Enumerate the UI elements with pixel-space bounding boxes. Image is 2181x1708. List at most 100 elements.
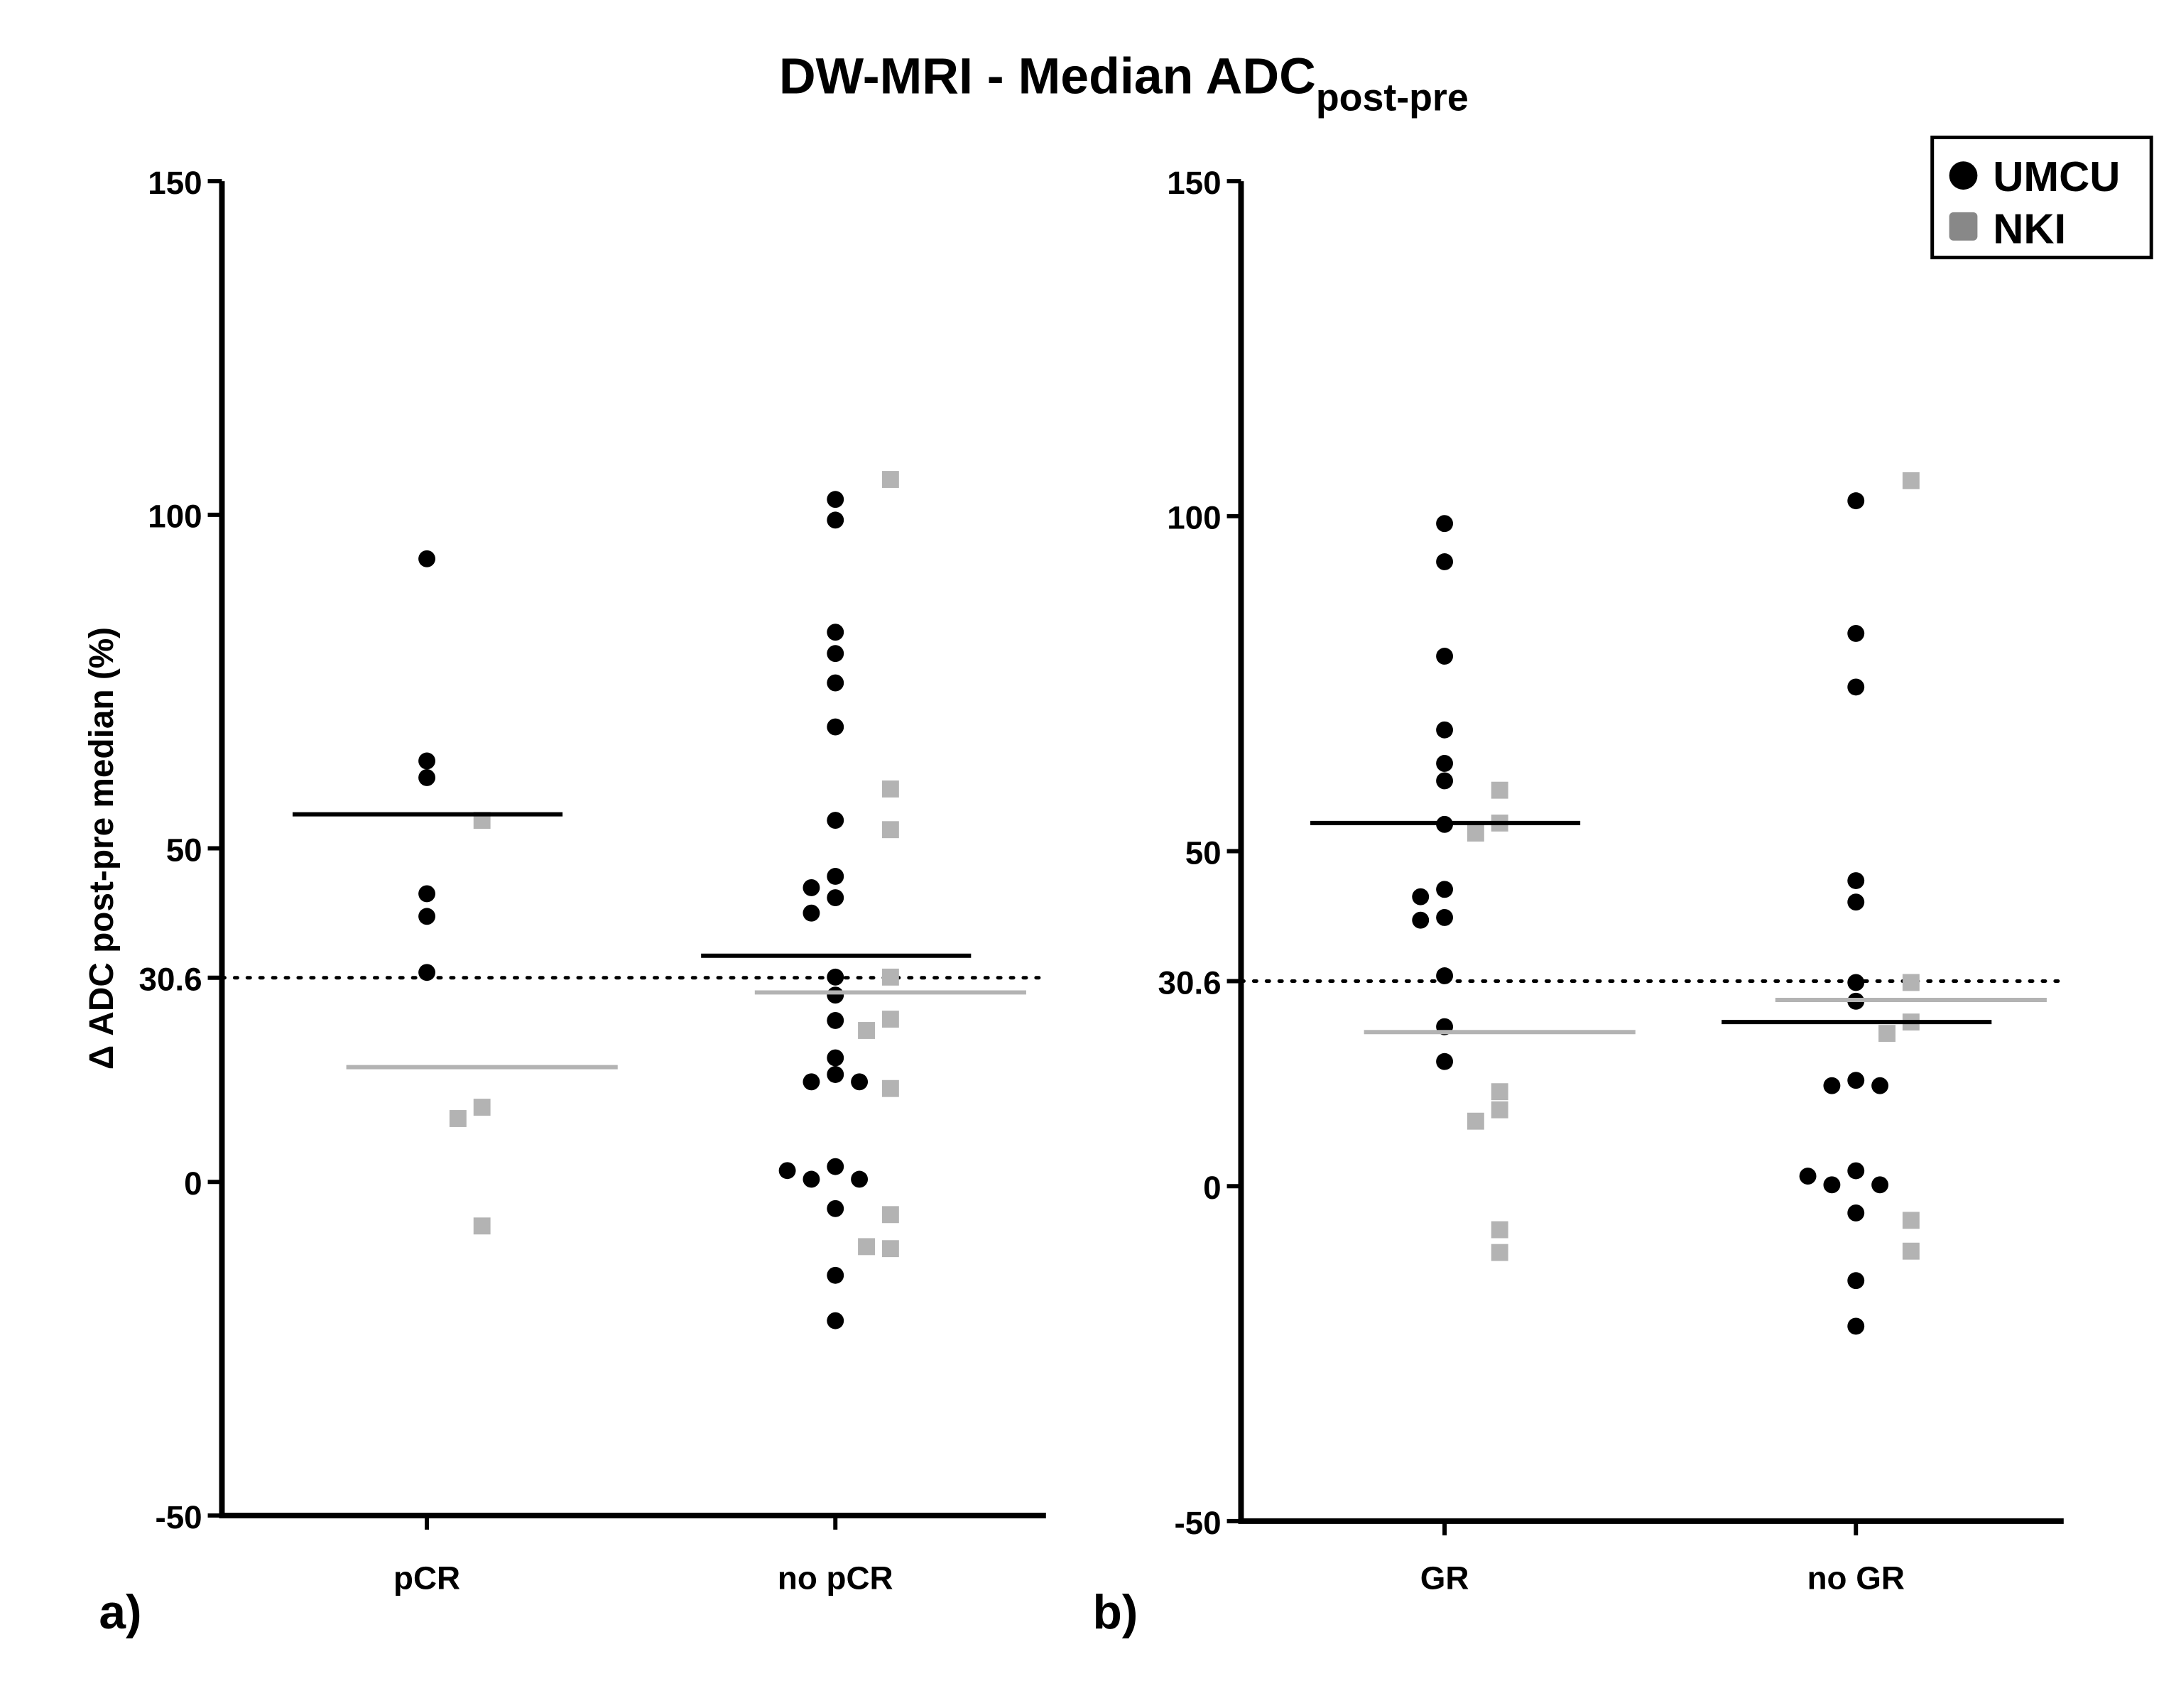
umcu-point [418,752,436,770]
y-tick-label: 150 [1167,165,1221,201]
umcu-point [1847,893,1865,911]
umcu-point [827,812,844,829]
umcu-point [803,1170,820,1188]
umcu-point [1436,515,1454,533]
panel-label: a) [99,1586,141,1639]
umcu-point [1436,908,1454,926]
x-tick-label: pCR [393,1560,460,1596]
chart-title-subscript: post-pre [1316,77,1469,119]
y-tick-label: 50 [166,832,202,868]
umcu-point [803,879,820,896]
umcu-point [1847,492,1865,510]
y-tick-label: 0 [1203,1170,1221,1206]
umcu-point [418,885,436,903]
nki-point [858,1238,875,1256]
x-tick-label: no pCR [778,1560,893,1596]
umcu-point [1847,1204,1865,1222]
nki-point [881,1011,899,1028]
umcu-point [803,1073,820,1091]
umcu-point [851,1073,869,1091]
umcu-point [1436,881,1454,898]
umcu-point [1436,967,1454,984]
umcu-point [1823,1077,1841,1094]
legend-umcu-marker [1949,161,1978,190]
y-tick-label: -50 [1174,1505,1221,1541]
umcu-point [827,645,844,663]
umcu-point [827,1066,844,1083]
umcu-point [418,908,436,925]
umcu-point [827,1158,844,1175]
nki-point [1491,1244,1508,1261]
umcu-point [1847,1272,1865,1290]
y-tick-label: 100 [1167,500,1221,536]
nki-point [449,1110,467,1127]
nki-point [858,1022,875,1039]
umcu-point [1436,648,1454,665]
umcu-point [1436,553,1454,570]
umcu-point [1847,1162,1865,1180]
umcu-point [1823,1176,1841,1194]
y-tick-label: 30.6 [1158,964,1222,1001]
x-tick-label: no GR [1807,1560,1905,1596]
umcu-point [827,1200,844,1217]
umcu-point [827,1266,844,1284]
umcu-point [827,1312,844,1329]
nki-point [1491,1083,1508,1101]
umcu-point [1436,721,1454,739]
nki-point [1902,974,1920,991]
umcu-point [1436,754,1454,772]
umcu-point [827,718,844,736]
umcu-point [1847,974,1865,991]
umcu-point [1847,1317,1865,1335]
umcu-point [778,1162,796,1180]
panel-a: 150 100 50 30.6 0 -50 a) pCR no pCR [99,165,1048,1639]
umcu-point [1412,888,1430,905]
y-tick-label: 0 [184,1165,202,1202]
y-tick-label: 150 [148,165,202,201]
legend-nki-marker [1949,212,1978,241]
umcu-point [827,674,844,692]
umcu-point [1847,624,1865,642]
nki-point [881,780,899,798]
nki-point [881,1206,899,1224]
nki-point [1467,1112,1484,1130]
legend-nki-label: NKI [1993,205,2066,253]
nki-point [473,1099,491,1116]
nki-point [1491,1101,1508,1119]
umcu-point [827,491,844,508]
umcu-point [827,1011,844,1029]
nki-point [1902,1242,1920,1260]
y-tick-label: 30.6 [139,962,202,998]
umcu-point [827,511,844,529]
nki-point [881,471,899,488]
umcu-point [1799,1168,1817,1185]
umcu-point [1871,1176,1889,1194]
nki-point [1467,825,1484,842]
umcu-point [827,889,844,906]
umcu-point [827,1049,844,1067]
y-axis-label: Δ ADC post-pre median (%) [83,627,121,1070]
umcu-point [827,624,844,641]
umcu-point [827,986,844,1004]
y-tick-label: 50 [1185,834,1222,871]
umcu-point [851,1170,869,1188]
panel-b: 150 100 50 30.6 0 -50 b) GR no GR [1092,165,2066,1639]
chart-title: DW-MRI - Median ADCpost-pre [779,48,1469,119]
umcu-point [827,868,844,885]
nki-point [1902,472,1920,489]
nki-point [881,1079,899,1097]
nki-point [473,1217,491,1235]
umcu-point [418,769,436,786]
legend-umcu-label: UMCU [1993,153,2120,200]
legend: UMCU NKI [1930,135,2153,260]
umcu-point [1412,911,1430,929]
umcu-point [1871,1077,1889,1094]
umcu-point [1436,1052,1454,1070]
panel-label: b) [1092,1586,1138,1639]
nki-point [881,821,899,839]
nki-point [881,1240,899,1258]
y-tick-label: 100 [148,499,202,535]
umcu-point [418,550,436,567]
nki-point [1491,781,1508,799]
